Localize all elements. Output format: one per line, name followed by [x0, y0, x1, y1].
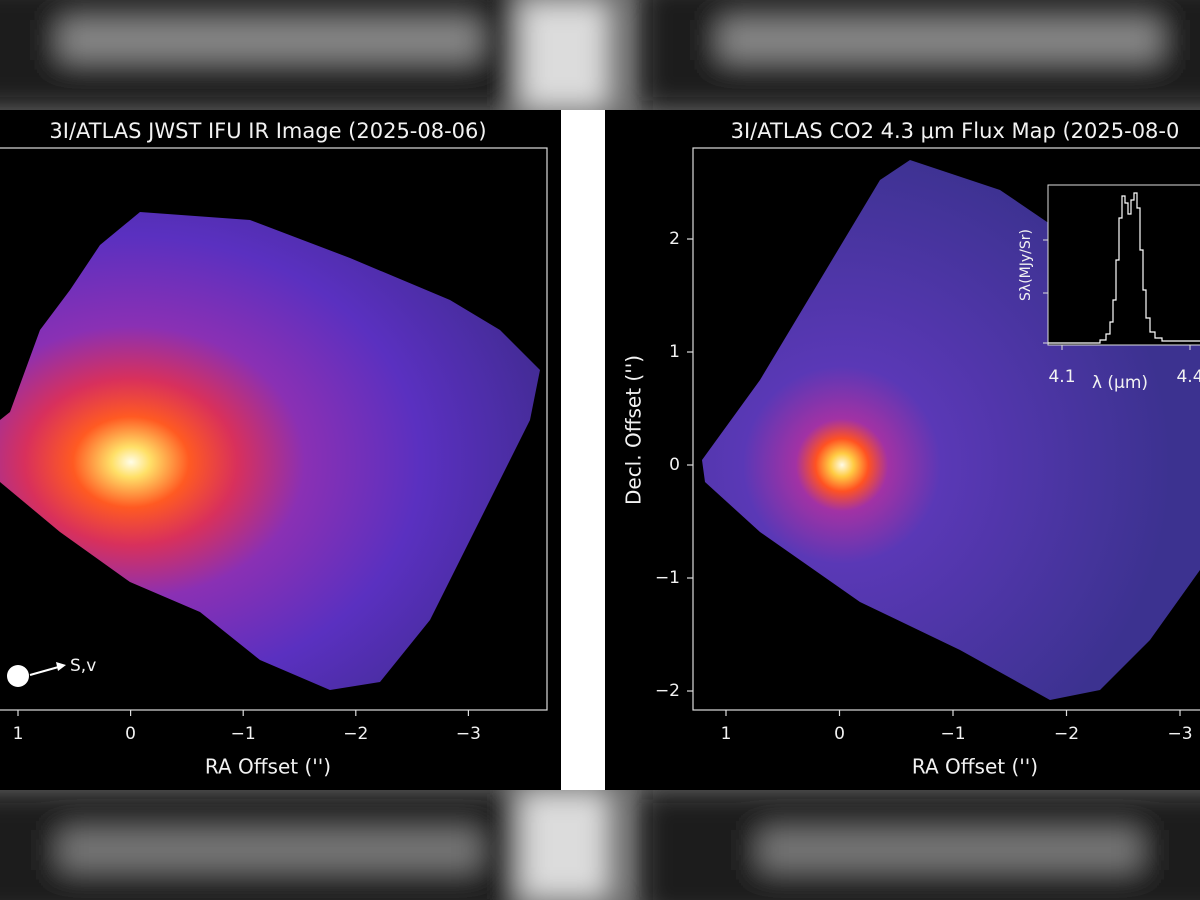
right-title: 3I/ATLAS CO2 4.3 μm Flux Map (2025-08-0 [731, 119, 1180, 143]
inset-x-label: λ (μm) [1092, 373, 1148, 393]
direction-annotation: S,v [70, 656, 96, 676]
x-tick-label: −3 [1167, 724, 1192, 744]
sun-marker [7, 665, 29, 687]
y-tick-label: −2 [655, 681, 680, 701]
x-tick-label: −1 [940, 724, 965, 744]
y-tick-label: 2 [669, 229, 680, 249]
inset-x-tick-label: 4.4 [1176, 367, 1200, 387]
x-tick-label: 0 [125, 724, 136, 744]
inset-x-tick-label: 4.1 [1048, 367, 1075, 387]
x-tick-label: 0 [834, 724, 845, 744]
x-tick-label: −2 [343, 724, 368, 744]
right-x-label: RA Offset ('') [912, 755, 1038, 779]
left-x-label: RA Offset ('') [205, 755, 331, 779]
y-tick-label: 0 [669, 455, 680, 475]
x-tick-label: 1 [13, 724, 24, 744]
left-title: 3I/ATLAS JWST IFU IR Image (2025-08-06) [49, 119, 486, 143]
inset-y-label: Sλ(MJy/Sr) [1018, 229, 1034, 301]
right-y-label: Decl. Offset ('') [622, 355, 646, 505]
ir-image [0, 212, 540, 690]
left-axes-frame [0, 147, 548, 711]
x-tick-label: −2 [1054, 724, 1079, 744]
arrow-head [56, 662, 66, 671]
inset-frame [1047, 184, 1200, 346]
y-tick-label: 1 [669, 342, 680, 362]
x-tick-label: −3 [456, 724, 481, 744]
divider [561, 110, 605, 790]
inset-spectrum [1048, 192, 1200, 344]
x-tick-label: 1 [721, 724, 732, 744]
y-tick-label: −1 [655, 568, 680, 588]
x-tick-label: −1 [231, 724, 256, 744]
direction-arrow [29, 665, 63, 676]
